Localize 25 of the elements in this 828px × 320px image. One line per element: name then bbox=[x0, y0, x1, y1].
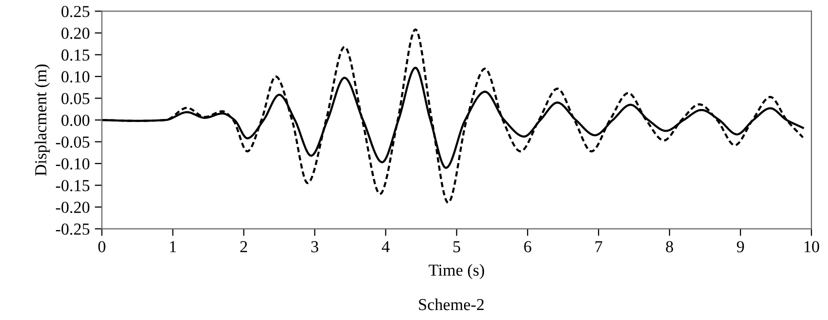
y-tick-label: 0.00 bbox=[62, 114, 90, 126]
x-axis-title: Time (s) bbox=[428, 264, 484, 280]
y-tick-label: 0.05 bbox=[62, 92, 90, 104]
x-tick-label: 10 bbox=[804, 241, 820, 252]
y-axis-title: Displacment (m) bbox=[34, 64, 50, 176]
y-tick-label: -0.10 bbox=[56, 158, 90, 170]
y-tick-label: -0.20 bbox=[56, 202, 90, 214]
y-tick-label: 0.10 bbox=[62, 71, 90, 82]
x-tick-label: 4 bbox=[382, 241, 390, 252]
x-tick-label: 9 bbox=[736, 241, 744, 252]
x-tick-label: 1 bbox=[170, 241, 176, 252]
text: Scheme-2 bbox=[419, 298, 484, 310]
y-tick-label: 0.20 bbox=[62, 28, 90, 39]
y-tick-label: -0.05 bbox=[56, 136, 90, 148]
y-tick-label: -0.15 bbox=[56, 180, 90, 192]
y-tick-label: -0.25 bbox=[56, 224, 90, 235]
x-tick-label: 3 bbox=[311, 241, 318, 252]
x-tick-label: 7 bbox=[595, 241, 602, 252]
x-tick-label: 6 bbox=[524, 241, 532, 252]
x-tick-label: 2 bbox=[240, 241, 248, 252]
y-tick-label: 0.15 bbox=[62, 49, 90, 61]
y-tick-label: 0.25 bbox=[62, 6, 90, 18]
x-tick-label: 5 bbox=[453, 241, 460, 252]
x-tick-label: 0 bbox=[98, 241, 106, 252]
x-tick-label: 8 bbox=[666, 241, 674, 252]
